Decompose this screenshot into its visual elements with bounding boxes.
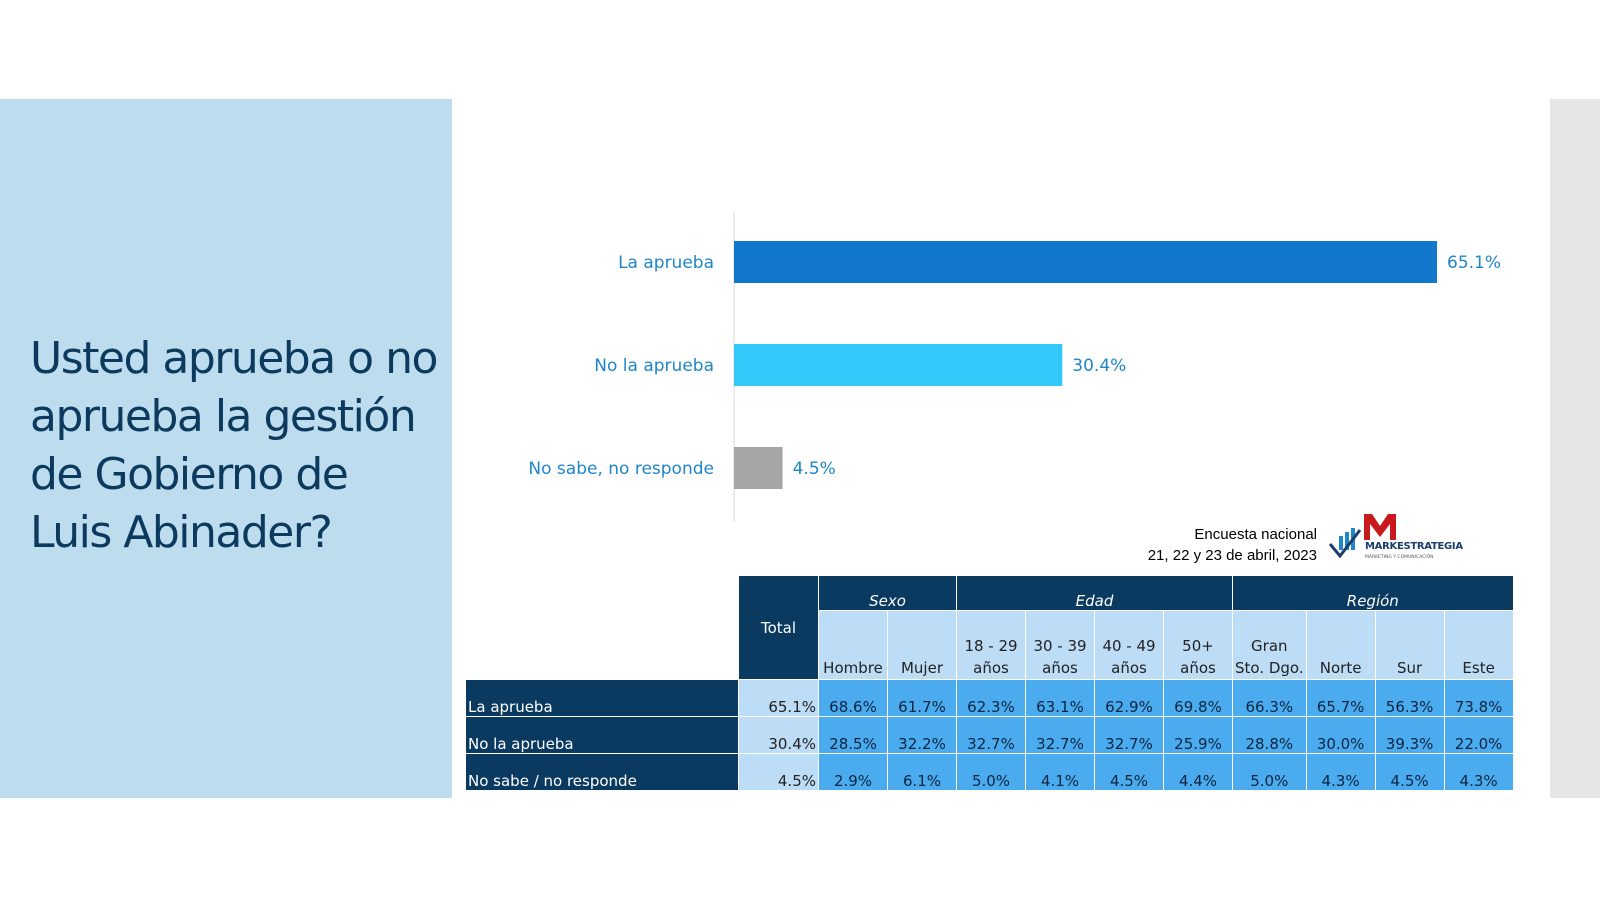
table-cell: 4.1% bbox=[1025, 753, 1095, 791]
table-cell: 61.7% bbox=[887, 679, 957, 717]
table-cell: 32.7% bbox=[1094, 716, 1164, 754]
table-cell: 2.9% bbox=[818, 753, 888, 791]
logo-tagline: MARKETING Y COMUNICACIÓN bbox=[1365, 555, 1434, 560]
logo-wordmark: MARKESTRATEGIA bbox=[1365, 541, 1463, 552]
table-column-header: Mujer bbox=[887, 610, 957, 680]
row-label: No la aprueba bbox=[465, 716, 739, 754]
table-cell: 32.7% bbox=[956, 716, 1026, 754]
table-cell: 68.6% bbox=[818, 679, 888, 717]
table-cell: 56.3% bbox=[1374, 679, 1445, 717]
table-row: No la aprueba 30.4% 28.5% 32.2% 32.7% 32.7% 32… bbox=[465, 716, 1514, 754]
bar-1 bbox=[734, 344, 1063, 386]
table-cell: 30.0% bbox=[1305, 716, 1376, 754]
left-panel bbox=[0, 99, 452, 798]
table-cell: 66.3% bbox=[1232, 679, 1307, 717]
table-group-sexo: Sexo bbox=[818, 575, 957, 611]
source-line-1: Encuesta nacional bbox=[1194, 526, 1317, 543]
total-cell: 30.4% bbox=[738, 716, 819, 754]
table-cell: 4.5% bbox=[1094, 753, 1164, 791]
data-label-2: 4.5% bbox=[793, 459, 836, 479]
table-column-header: 18 - 29 años bbox=[956, 610, 1026, 680]
row-label: La aprueba bbox=[465, 679, 739, 717]
table-cell: 69.8% bbox=[1163, 679, 1233, 717]
table-cell: 4.4% bbox=[1163, 753, 1233, 791]
category-label-0: La aprueba bbox=[618, 253, 714, 273]
table-column-header: 50+ años bbox=[1163, 610, 1233, 680]
table-row: No sabe / no responde 4.5% 2.9% 6.1% 5.0% 4.1… bbox=[465, 753, 1514, 791]
table-cell: 5.0% bbox=[1232, 753, 1307, 791]
table-cell: 62.9% bbox=[1094, 679, 1164, 717]
table-column-header: Gran Sto. Dgo. bbox=[1232, 610, 1307, 680]
table-column-header: 30 - 39 años bbox=[1025, 610, 1095, 680]
table-cell: 4.3% bbox=[1305, 753, 1376, 791]
table-cell: 6.1% bbox=[887, 753, 957, 791]
table-cell: 25.9% bbox=[1163, 716, 1233, 754]
table-cell: 28.5% bbox=[818, 716, 888, 754]
category-label-1: No la aprueba bbox=[594, 356, 714, 376]
table-cell: 39.3% bbox=[1374, 716, 1445, 754]
table-body: La aprueba 65.1% 68.6% 61.7% 62.3% 63.1% 62.9%… bbox=[465, 679, 1514, 791]
table-cell: 5.0% bbox=[956, 753, 1026, 791]
markestrategia-logo: MARKESTRATEGIA MARKETING Y COMUNICACIÓN bbox=[1328, 510, 1463, 564]
question-title: Usted aprueba o no aprueba la gestión de… bbox=[30, 333, 438, 558]
table-cell: 22.0% bbox=[1443, 716, 1514, 754]
table-cell: 32.7% bbox=[1025, 716, 1095, 754]
table-cell: 65.7% bbox=[1305, 679, 1376, 717]
table-cell: 28.8% bbox=[1232, 716, 1307, 754]
category-label-2: No sabe, no responde bbox=[528, 459, 714, 479]
table-row: La aprueba 65.1% 68.6% 61.7% 62.3% 63.1% 62.9%… bbox=[465, 679, 1514, 717]
logo-icon bbox=[1328, 514, 1396, 559]
table-corner bbox=[465, 575, 739, 680]
table-column-header: Hombre bbox=[818, 610, 888, 680]
bars-group: La aprueba 65.1% No la aprueba 30.4% No sabe… bbox=[528, 241, 1501, 489]
bar-2 bbox=[734, 447, 783, 489]
crosstab-table: Total Sexo Edad Región Hombre Mujer 18 - 2… bbox=[465, 575, 1514, 791]
table-total-header: Total bbox=[738, 575, 819, 680]
table-cell: 63.1% bbox=[1025, 679, 1095, 717]
row-label: No sabe / no responde bbox=[465, 753, 739, 791]
table-group-row: Total Sexo Edad Región bbox=[465, 575, 1514, 680]
total-cell: 65.1% bbox=[738, 679, 819, 717]
bar-0 bbox=[734, 241, 1437, 283]
table-cell: 32.2% bbox=[887, 716, 957, 754]
table-column-header-row: Hombre Mujer 18 - 29 años 30 - 39 años 40 - 49… bbox=[466, 610, 1514, 680]
table-cell: 73.8% bbox=[1443, 679, 1514, 717]
table-column-header: Norte bbox=[1305, 610, 1376, 680]
table-group-edad: Edad bbox=[956, 575, 1233, 611]
table-cell: 62.3% bbox=[956, 679, 1026, 717]
bar-chart: La aprueba 65.1% No la aprueba 30.4% No sabe… bbox=[528, 212, 1501, 522]
table-column-header: 40 - 49 años bbox=[1094, 610, 1164, 680]
table-column-header: Este bbox=[1443, 610, 1514, 680]
data-label-0: 65.1% bbox=[1447, 253, 1501, 273]
table-cell: 4.5% bbox=[1374, 753, 1445, 791]
right-strip bbox=[1550, 99, 1600, 798]
table-column-header: Sur bbox=[1374, 610, 1445, 680]
source-line-2: 21, 22 y 23 de abril, 2023 bbox=[1147, 547, 1317, 564]
data-label-1: 30.4% bbox=[1072, 356, 1126, 376]
table-cell: 4.3% bbox=[1443, 753, 1514, 791]
total-cell: 4.5% bbox=[738, 753, 819, 791]
source-note: Encuesta nacional 21, 22 y 23 de abril, … bbox=[1100, 524, 1317, 566]
table-group-region: Región bbox=[1232, 575, 1514, 611]
